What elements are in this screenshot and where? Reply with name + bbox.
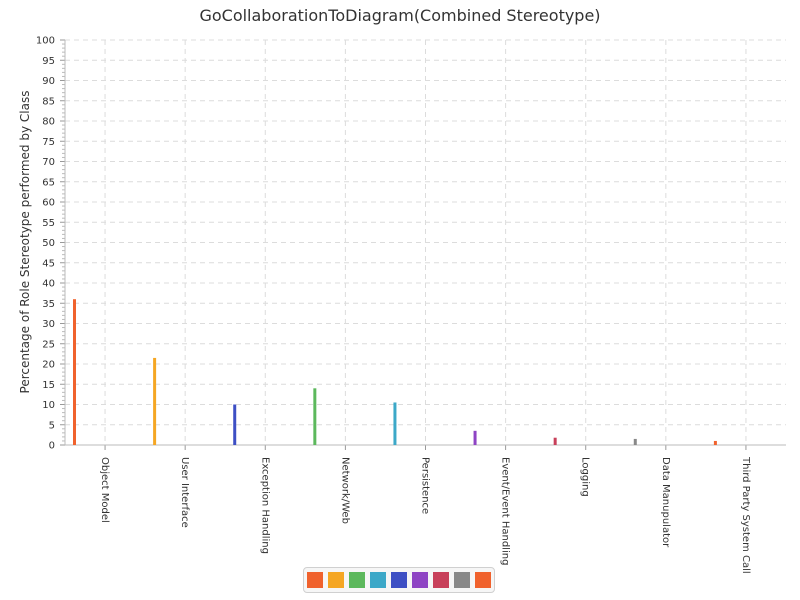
legend-swatch	[328, 572, 344, 588]
y-tick-label: 5	[49, 420, 55, 431]
bar	[73, 299, 76, 445]
legend-swatch	[307, 572, 323, 588]
x-tick-label: Logging	[580, 457, 591, 497]
bar	[713, 440, 717, 445]
y-tick-label: 50	[42, 238, 55, 249]
x-tick-label: Exception Handling	[259, 457, 270, 554]
bar	[473, 430, 477, 445]
x-tick-label: Object Model	[99, 457, 110, 523]
y-tick-label: 100	[36, 36, 55, 47]
legend-swatch	[454, 572, 470, 588]
y-tick-label: 90	[42, 76, 55, 87]
y-axis-title: Percentage of Role Stereotype performed …	[18, 91, 32, 394]
bar	[313, 388, 317, 445]
legend-swatch	[391, 572, 407, 588]
bar	[233, 404, 237, 445]
legend-swatch	[475, 572, 491, 588]
y-tick-label: 15	[42, 380, 55, 391]
x-tick-label: Event/Event Handling	[500, 457, 511, 565]
y-tick-label: 95	[42, 56, 55, 67]
bar	[553, 437, 557, 445]
legend-swatch	[370, 572, 386, 588]
y-tick-label: 55	[42, 218, 55, 229]
chart-title: GoCollaborationToDiagram(Combined Stereo…	[199, 6, 601, 25]
y-tick-label: 75	[42, 137, 55, 148]
y-tick-label: 25	[42, 339, 55, 350]
y-tick-label: 20	[42, 360, 55, 371]
grid-lines	[65, 39, 786, 445]
bar	[393, 402, 397, 445]
y-tick-label: 40	[42, 279, 55, 290]
x-tick-label: User Interface	[179, 457, 190, 528]
legend	[303, 567, 495, 593]
y-tick-label: 65	[42, 177, 55, 188]
legend-swatch	[433, 572, 449, 588]
legend-swatch	[412, 572, 428, 588]
labels: 0 5 10 15 20 25 30 35 40 45 50 55 60 65 70 75 80 85 90 95 10…	[36, 36, 751, 574]
x-tick-label: Persistence	[420, 457, 431, 514]
y-tick-label: 80	[42, 117, 55, 128]
x-tick-label: Data Manupulator	[660, 457, 671, 548]
bar	[153, 357, 157, 445]
y-tick-label: 60	[42, 198, 55, 209]
y-tick-label: 85	[42, 96, 55, 107]
bars	[73, 299, 717, 445]
y-tick-label: 35	[42, 299, 55, 310]
bar	[633, 438, 637, 445]
y-tick-label: 45	[42, 258, 55, 269]
axes	[60, 39, 786, 450]
y-tick-label: 10	[42, 400, 55, 411]
y-tick-label: 70	[42, 157, 55, 168]
legend-swatch	[349, 572, 365, 588]
x-tick-label: Network/Web	[339, 457, 350, 524]
x-tick-label: Third Party System Call	[740, 456, 751, 574]
y-tick-label: 30	[42, 319, 55, 330]
y-tick-label: 0	[49, 441, 55, 452]
